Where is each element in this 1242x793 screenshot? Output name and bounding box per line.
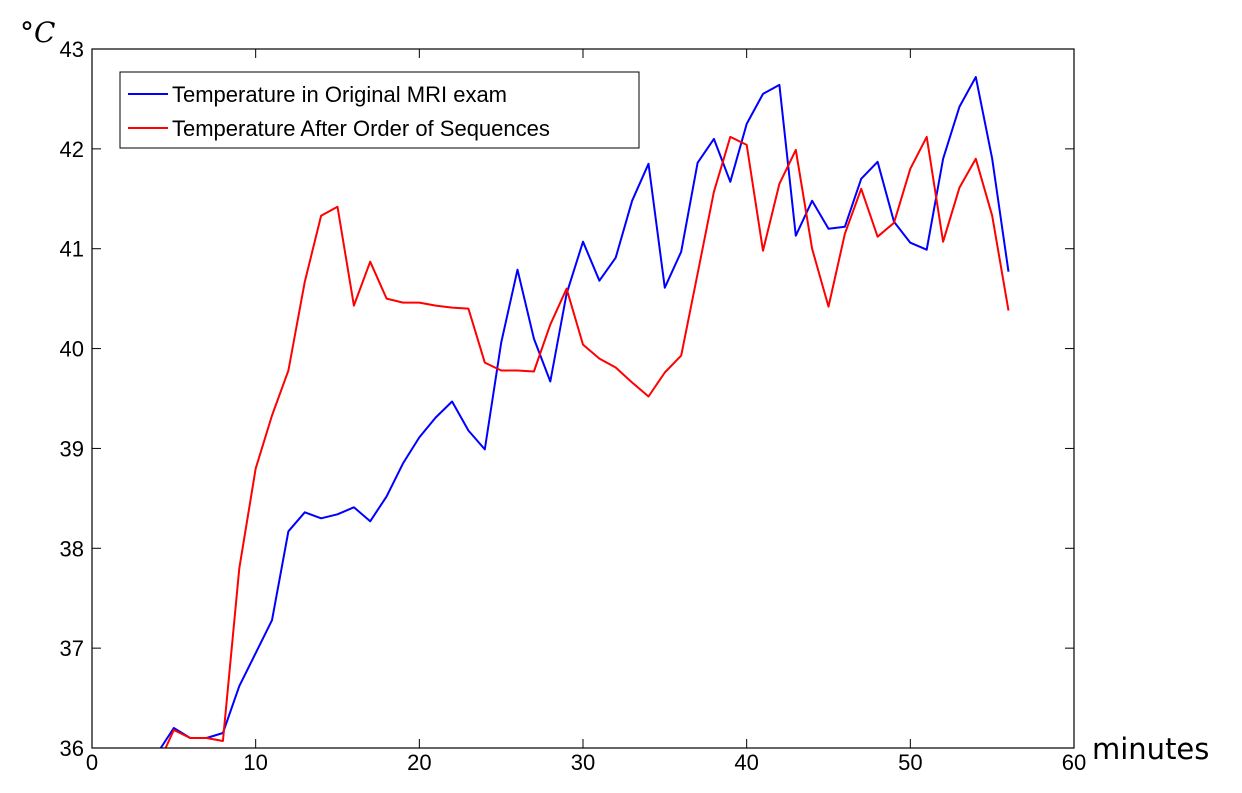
x-tick-label: 10	[243, 750, 267, 775]
series-0-point	[156, 751, 160, 755]
legend-label-original-mri: Temperature in Original MRI exam	[172, 82, 507, 107]
legend: Temperature in Original MRI exam Tempera…	[119, 71, 640, 149]
x-axis-unit-label: minutes	[1092, 732, 1209, 766]
x-tick-label: 30	[571, 750, 595, 775]
y-tick-label: 39	[60, 436, 84, 461]
y-tick-label: 42	[60, 137, 84, 162]
y-tick-label: 41	[60, 237, 84, 262]
legend-box	[119, 71, 640, 149]
x-tick-label: 50	[898, 750, 922, 775]
y-tick-label: 37	[60, 636, 84, 661]
plot-frame	[91, 48, 1075, 749]
x-tick-label: 40	[734, 750, 758, 775]
y-axis-unit-label: °𝐶	[20, 16, 55, 49]
x-tick-label: 60	[1062, 750, 1086, 775]
series-layer	[156, 76, 1010, 755]
y-tick-label: 38	[60, 536, 84, 561]
series-line-0	[159, 76, 1010, 748]
ticks-layer: 0 10 20 30 40 50 60 36 37 38 39 40 41 42 43	[60, 37, 1087, 775]
series-line-1	[164, 135, 1010, 748]
y-tick-label: 43	[60, 37, 84, 62]
x-tick-label: 20	[407, 750, 431, 775]
y-tick-label: 40	[60, 337, 84, 362]
x-tick-label: 0	[86, 750, 98, 775]
y-tick-label: 36	[60, 736, 84, 761]
legend-label-after-order: Temperature After Order of Sequences	[172, 116, 550, 141]
